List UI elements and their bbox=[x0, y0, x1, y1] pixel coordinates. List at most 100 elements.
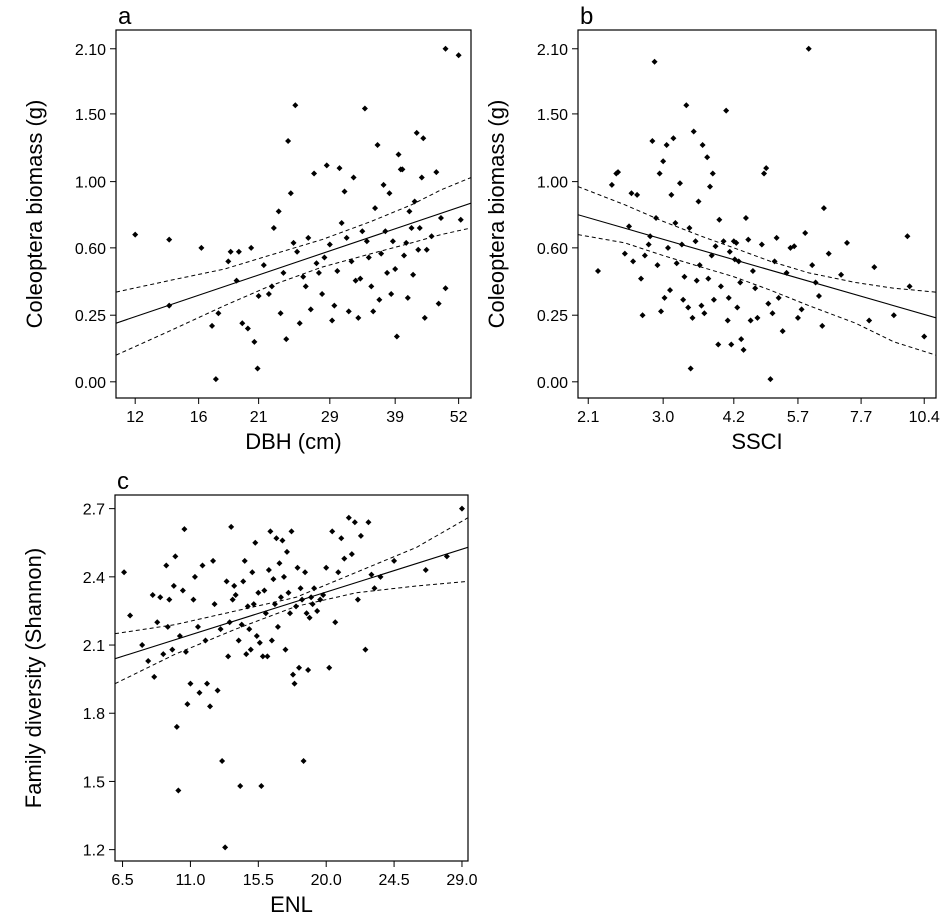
data-point bbox=[210, 557, 217, 564]
data-point bbox=[231, 582, 238, 589]
data-point bbox=[256, 639, 263, 646]
data-point bbox=[399, 166, 406, 173]
data-point bbox=[335, 569, 342, 576]
data-point bbox=[212, 376, 219, 383]
data-point bbox=[149, 592, 156, 599]
ci-upper-line bbox=[116, 177, 471, 293]
data-point bbox=[300, 273, 307, 280]
data-point bbox=[267, 528, 274, 535]
data-point bbox=[270, 224, 277, 231]
data-point bbox=[820, 205, 827, 212]
data-point bbox=[362, 646, 369, 653]
data-point bbox=[745, 236, 752, 243]
data-point bbox=[728, 341, 735, 348]
data-point bbox=[307, 306, 314, 313]
data-point bbox=[285, 589, 292, 596]
data-point bbox=[132, 231, 139, 238]
y-axis-label: Coleoptera biomass (g) bbox=[22, 100, 47, 329]
data-point bbox=[235, 637, 242, 644]
data-point bbox=[151, 673, 158, 680]
data-point bbox=[416, 224, 423, 231]
data-point bbox=[767, 376, 774, 383]
data-point bbox=[866, 317, 873, 324]
data-point bbox=[341, 555, 348, 562]
data-point bbox=[805, 45, 812, 52]
data-point bbox=[838, 271, 845, 278]
data-point bbox=[843, 239, 850, 246]
data-point bbox=[649, 137, 656, 144]
data-point bbox=[361, 105, 368, 112]
data-point bbox=[184, 701, 191, 708]
plot-frame bbox=[577, 29, 937, 399]
data-point bbox=[683, 102, 690, 109]
x-tick-label: 29.0 bbox=[446, 872, 477, 889]
data-point bbox=[595, 267, 602, 274]
data-point bbox=[692, 238, 699, 245]
data-point bbox=[921, 333, 928, 340]
data-point bbox=[202, 637, 209, 644]
data-point bbox=[443, 553, 450, 560]
panel-b: 2.1 3.0 4.2 5.7 7.7 10.4 0.00 0.25 0.60 1.00 1.50 2… bbox=[484, 3, 940, 454]
data-point bbox=[227, 248, 234, 255]
y-tick-label: 1.00 bbox=[75, 175, 106, 192]
data-point bbox=[233, 277, 240, 284]
data-point bbox=[262, 610, 269, 617]
data-point bbox=[348, 258, 355, 265]
data-point bbox=[457, 216, 464, 223]
x-tick-label: 3.0 bbox=[652, 409, 674, 426]
x-tick-label: 15.5 bbox=[243, 872, 274, 889]
plot-frame bbox=[115, 29, 472, 399]
data-point bbox=[290, 239, 297, 246]
data-point bbox=[819, 322, 826, 329]
data-point bbox=[225, 258, 232, 265]
data-point bbox=[709, 170, 716, 177]
data-point bbox=[163, 562, 170, 569]
data-point bbox=[695, 198, 702, 205]
data-point bbox=[306, 614, 313, 621]
data-point bbox=[656, 170, 663, 177]
data-point bbox=[410, 271, 417, 278]
x-tick-label: 20.0 bbox=[311, 872, 342, 889]
data-point bbox=[334, 267, 341, 274]
data-point bbox=[341, 188, 348, 195]
data-point bbox=[311, 170, 318, 177]
data-point bbox=[309, 601, 316, 608]
data-point bbox=[707, 183, 714, 190]
data-point bbox=[196, 689, 203, 696]
data-point bbox=[403, 239, 410, 246]
data-point bbox=[365, 254, 372, 261]
data-point bbox=[763, 165, 770, 172]
data-point bbox=[223, 578, 230, 585]
data-point bbox=[734, 304, 741, 311]
x-axis-label: ENL bbox=[270, 892, 313, 916]
data-point bbox=[761, 170, 768, 177]
data-point bbox=[243, 651, 250, 658]
data-point bbox=[376, 296, 383, 303]
data-point bbox=[621, 250, 628, 257]
data-point bbox=[392, 266, 399, 273]
data-point bbox=[740, 346, 747, 353]
data-point bbox=[388, 291, 395, 298]
data-point bbox=[455, 52, 462, 59]
data-point bbox=[783, 269, 790, 276]
data-point bbox=[738, 336, 745, 343]
data-point bbox=[160, 651, 167, 658]
data-point bbox=[207, 703, 214, 710]
data-point bbox=[890, 312, 897, 319]
data-point bbox=[664, 244, 671, 251]
data-point bbox=[232, 592, 239, 599]
data-point bbox=[240, 578, 247, 585]
data-point bbox=[386, 190, 393, 197]
data-point bbox=[172, 553, 179, 560]
y-tick-label: 0.25 bbox=[537, 308, 568, 325]
data-point bbox=[765, 300, 772, 307]
data-point bbox=[265, 567, 272, 574]
data-point bbox=[686, 224, 693, 231]
data-point bbox=[693, 277, 700, 284]
data-point bbox=[239, 320, 246, 327]
data-point bbox=[276, 560, 283, 567]
data-point bbox=[628, 190, 635, 197]
y-tick-label: 1.50 bbox=[75, 107, 106, 124]
data-point bbox=[690, 128, 697, 135]
data-point bbox=[742, 215, 749, 222]
